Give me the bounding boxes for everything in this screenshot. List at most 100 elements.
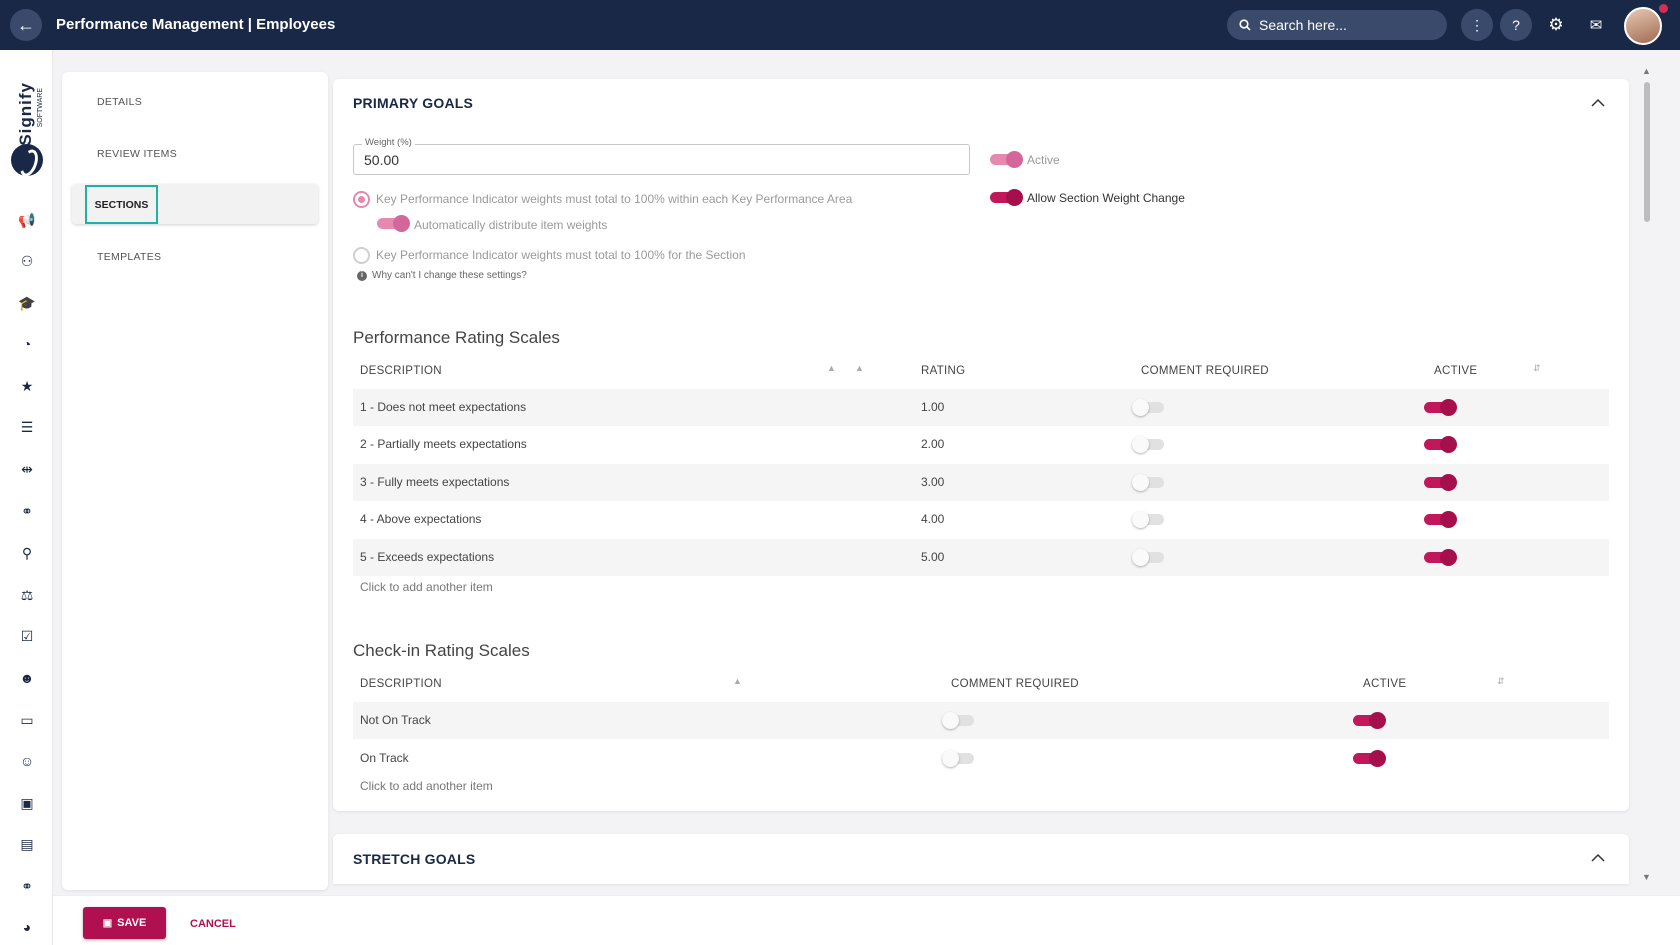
add-user-icon[interactable]: ☺ (19, 753, 35, 769)
laptop-icon[interactable]: ▭ (20, 711, 34, 728)
row-description: 2 - Partially meets expectations (360, 437, 527, 451)
row-rating: 4.00 (921, 512, 945, 526)
handshake-icon[interactable]: ⚭ (21, 502, 33, 519)
sort-icon[interactable]: ▲ (855, 363, 864, 373)
table-row[interactable]: 3 - Fully meets expectations 3.00 (353, 464, 1609, 501)
checkin-scales-title: Check-in Rating Scales (353, 641, 530, 660)
top-bar: ← Performance Management | Employees Sea… (0, 0, 1680, 50)
table-row[interactable]: Not On Track (353, 702, 1609, 739)
sort-icon[interactable]: ▲ (827, 363, 836, 373)
allow-weight-change-label: Allow Section Weight Change (1027, 191, 1185, 205)
back-button[interactable]: ← (10, 9, 42, 41)
table-row[interactable]: On Track (353, 740, 1609, 777)
kpa-weight-radio[interactable] (353, 191, 370, 208)
avatar[interactable] (1624, 7, 1662, 45)
table-row[interactable]: 1 - Does not meet expectations 1.00 (353, 389, 1609, 426)
allow-weight-change-toggle[interactable] (990, 189, 1023, 206)
row-rating: 1.00 (921, 400, 945, 414)
gear-icon: ⚙ (1548, 15, 1564, 34)
checkin-col-description[interactable]: DESCRIPTION (360, 678, 442, 690)
scrollbar-thumb[interactable] (1644, 82, 1650, 222)
cancel-button[interactable]: CANCEL (190, 918, 236, 930)
active-toggle[interactable] (1424, 399, 1457, 416)
active-toggle[interactable] (1353, 750, 1386, 767)
subnav-review-items[interactable]: REVIEW ITEMS (97, 148, 178, 160)
main-scrollbar[interactable]: ▲ ▼ (1641, 66, 1653, 886)
perf-col-comment[interactable]: COMMENT REQUIRED (1141, 365, 1269, 377)
subnav-templates[interactable]: TEMPLATES (97, 251, 162, 263)
star-icon[interactable]: ★ (20, 377, 34, 394)
scroll-down-icon[interactable]: ▼ (1642, 872, 1651, 882)
messages-button[interactable]: ✉ (1580, 9, 1612, 41)
graduation-icon[interactable]: 🎓 (18, 294, 36, 311)
checklist-icon[interactable]: ☑ (20, 627, 34, 644)
comment-required-toggle[interactable] (1132, 436, 1164, 453)
search-input[interactable]: Search here... (1227, 10, 1447, 40)
stretch-goals-card: STRETCH GOALS (333, 834, 1629, 884)
signpost-icon[interactable]: ⇹ (21, 460, 33, 477)
more-menu-button[interactable]: ⋮ (1461, 9, 1493, 41)
chevron-up-icon[interactable] (1591, 96, 1605, 110)
row-description: 5 - Exceeds expectations (360, 550, 495, 564)
active-toggle[interactable] (1424, 474, 1457, 491)
section-weight-label: Key Performance Indicator weights must t… (376, 248, 746, 262)
left-rail: Signify SOFTWARE 📢 ⚇ 🎓 ◔ ★ ☰ ⇹ ⚭ ⚲ ⚖ ☑ ☻… (0, 50, 53, 945)
brand-sub: SOFTWARE (37, 88, 44, 128)
active-toggle[interactable] (990, 151, 1023, 168)
auto-distribute-toggle[interactable] (377, 215, 410, 232)
row-description: On Track (360, 751, 409, 765)
chevron-up-icon[interactable] (1591, 851, 1605, 865)
active-toggle[interactable] (1424, 511, 1457, 528)
checkin-add-item-link[interactable]: Click to add another item (360, 779, 493, 793)
table-row[interactable]: 2 - Partially meets expectations 2.00 (353, 426, 1609, 463)
arrow-left-icon: ← (17, 14, 35, 35)
comment-required-toggle[interactable] (942, 750, 974, 767)
settings-button[interactable]: ⚙ (1540, 9, 1572, 41)
megaphone-icon[interactable]: 📢 (18, 211, 36, 228)
gauge-icon[interactable]: ◔ (22, 336, 32, 352)
auto-distribute-label: Automatically distribute item weights (414, 218, 608, 232)
scale-icon[interactable]: ⚖ (20, 586, 34, 603)
perf-scales-title: Performance Rating Scales (353, 328, 560, 347)
active-label: Active (1027, 153, 1060, 167)
scroll-up-icon[interactable]: ▲ (1642, 66, 1651, 76)
sort-icon[interactable]: ⇵ (1497, 676, 1505, 686)
comment-required-toggle[interactable] (942, 712, 974, 729)
comment-required-toggle[interactable] (1132, 399, 1164, 416)
section-weight-radio[interactable] (353, 247, 370, 264)
why-note[interactable]: i Why can't I change these settings? (357, 270, 527, 281)
user-tree-icon[interactable]: ⚇ (20, 252, 34, 269)
table-row[interactable]: 5 - Exceeds expectations 5.00 (353, 539, 1609, 576)
save-button[interactable]: ▣ SAVE (83, 907, 166, 939)
handshake-alt-icon[interactable]: ⚭ (21, 877, 33, 894)
perf-col-rating[interactable]: RATING (921, 365, 966, 377)
sort-icon[interactable]: ▲ (733, 676, 742, 686)
checkin-col-comment[interactable]: COMMENT REQUIRED (951, 678, 1079, 690)
sliders-icon[interactable]: ☰ (20, 418, 34, 435)
checkin-col-active[interactable]: ACTIVE (1363, 678, 1407, 690)
weight-field[interactable]: Weight (%) 50.00 (353, 137, 970, 175)
subnav-details[interactable]: DETAILS (97, 96, 143, 108)
active-toggle[interactable] (1353, 712, 1386, 729)
row-rating: 2.00 (921, 437, 945, 451)
active-toggle[interactable] (1424, 549, 1457, 566)
chart-icon[interactable]: ▤ (20, 835, 34, 852)
comment-required-toggle[interactable] (1132, 549, 1164, 566)
subnav-sections[interactable]: SECTIONS (85, 185, 158, 224)
sort-icon[interactable]: ⇵ (1533, 363, 1541, 373)
help-button[interactable]: ? (1500, 9, 1532, 41)
table-row[interactable]: 4 - Above expectations 4.00 (353, 501, 1609, 538)
section-subnav: DETAILS REVIEW ITEMS SECTIONS TEMPLATES (62, 72, 328, 890)
perf-col-active[interactable]: ACTIVE (1434, 365, 1478, 377)
perf-add-item-link[interactable]: Click to add another item (360, 580, 493, 594)
mail-icon: ✉ (1589, 17, 1603, 34)
user-check-icon[interactable]: ⚲ (21, 544, 33, 561)
pie-chart-icon[interactable]: ◕ (22, 919, 32, 935)
perf-col-description[interactable]: DESCRIPTION (360, 365, 442, 377)
comment-required-toggle[interactable] (1132, 474, 1164, 491)
id-badge-icon[interactable]: ▣ (20, 794, 34, 811)
comment-required-toggle[interactable] (1132, 511, 1164, 528)
user-group-icon[interactable]: ☻ (19, 670, 35, 686)
row-description: Not On Track (360, 713, 431, 727)
active-toggle[interactable] (1424, 436, 1457, 453)
